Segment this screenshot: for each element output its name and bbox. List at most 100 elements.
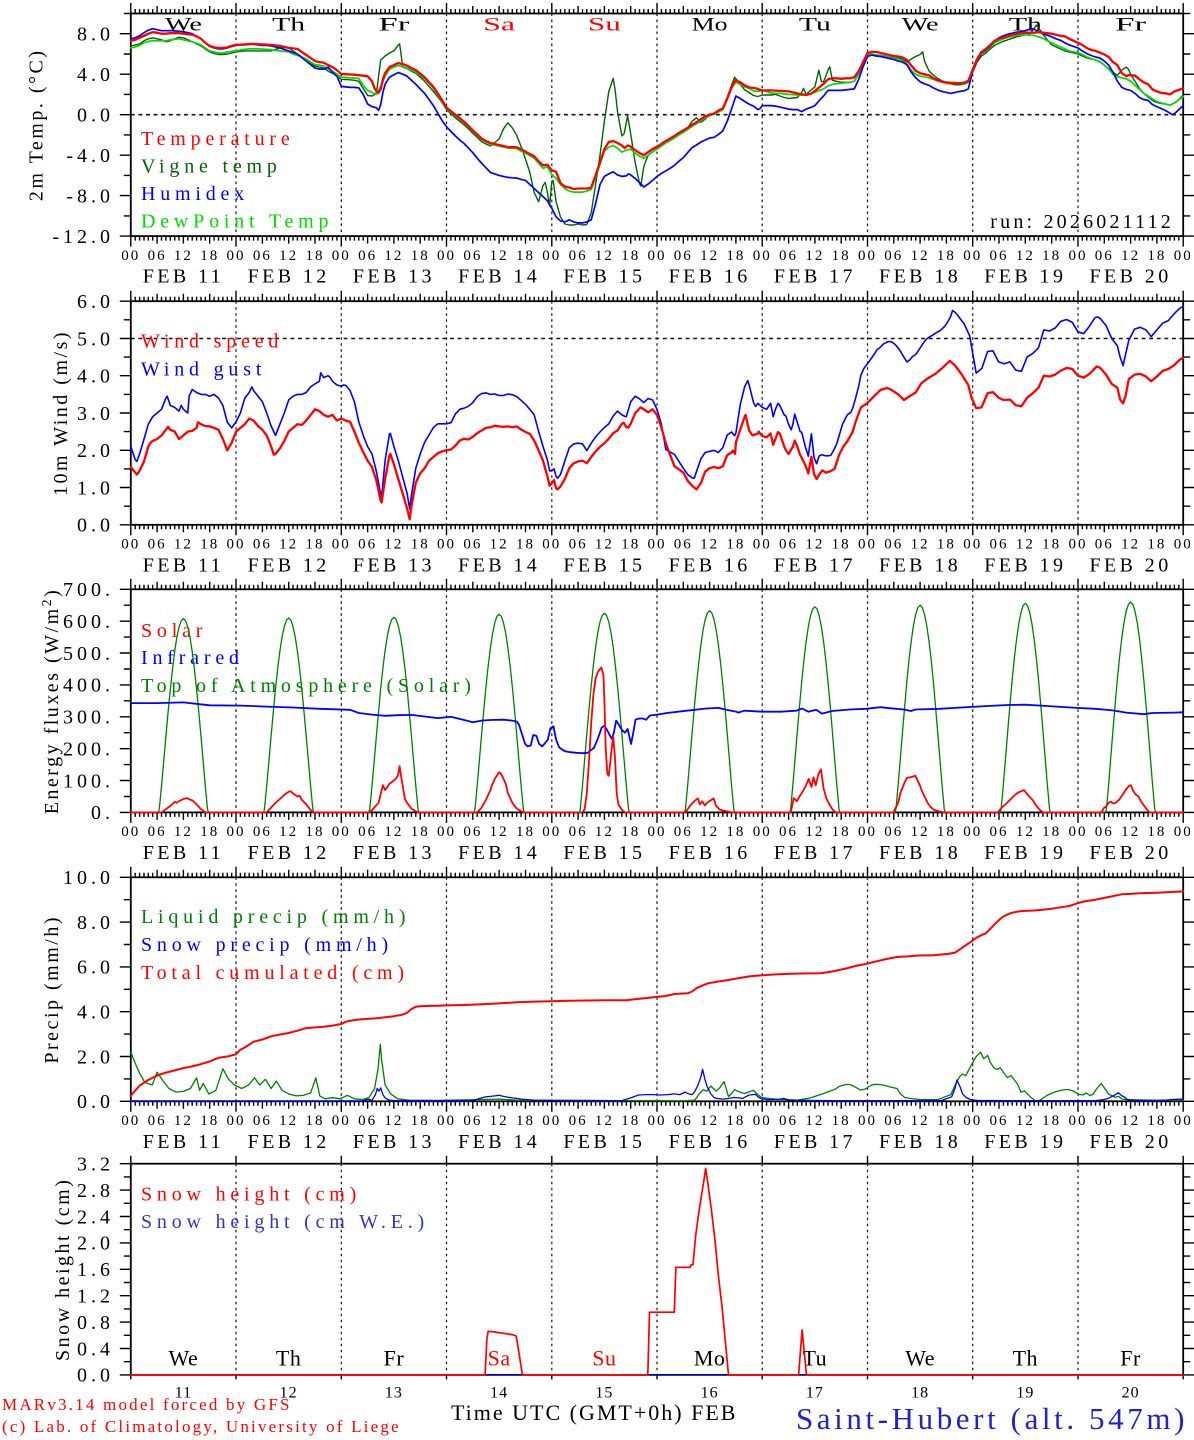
svg-text:12: 12 [1121,248,1140,264]
svg-text:Sa: Sa [483,14,516,35]
svg-text:06: 06 [358,824,377,840]
svg-text:Sa: Sa [488,1346,511,1371]
svg-text:06: 06 [253,824,272,840]
svg-text:18: 18 [411,248,430,264]
svg-text:18: 18 [516,248,535,264]
svg-text:-8.0: -8.0 [66,185,114,207]
svg-text:18: 18 [621,1113,640,1129]
svg-text:16: 16 [701,1385,719,1402]
svg-text:06: 06 [1095,824,1114,840]
svg-text:12: 12 [1121,824,1140,840]
svg-text:14: 14 [490,1385,508,1402]
svg-text:Saint-Hubert (alt. 547m): Saint-Hubert (alt. 547m) [796,1401,1188,1436]
svg-text:06: 06 [779,537,798,553]
svg-text:Liquid precip (mm/h): Liquid precip (mm/h) [141,906,410,928]
svg-text:FEB 16: FEB 16 [669,554,751,576]
svg-text:00: 00 [648,1113,667,1129]
svg-text:12: 12 [1016,824,1035,840]
svg-text:06: 06 [674,248,693,264]
svg-text:18: 18 [411,1113,430,1129]
svg-text:18: 18 [305,824,324,840]
svg-text:18: 18 [200,248,219,264]
svg-text:We: We [905,1346,935,1371]
svg-text:00: 00 [542,248,561,264]
svg-text:13: 13 [385,1385,403,1402]
svg-text:06: 06 [253,1113,272,1129]
svg-text:18: 18 [832,824,851,840]
svg-text:12: 12 [384,1113,403,1129]
svg-text:06: 06 [674,537,693,553]
svg-text:18: 18 [832,1113,851,1129]
svg-text:4.0: 4.0 [77,366,114,388]
svg-text:Fr: Fr [1115,14,1147,35]
svg-text:FEB 14: FEB 14 [458,554,540,576]
svg-text:00: 00 [332,537,351,553]
svg-text:We: We [902,14,939,35]
svg-text:00: 00 [753,824,772,840]
svg-text:12: 12 [1016,537,1035,553]
svg-text:12: 12 [490,537,509,553]
svg-text:12: 12 [700,537,719,553]
svg-text:6.0: 6.0 [77,957,114,979]
svg-text:18: 18 [516,824,535,840]
svg-text:FEB 15: FEB 15 [563,842,645,864]
svg-text:Snow precip (mm/h): Snow precip (mm/h) [141,934,393,956]
svg-text:06: 06 [884,1113,903,1129]
svg-text:12: 12 [174,824,193,840]
svg-text:FEB 17: FEB 17 [774,842,856,864]
svg-text:-12.0: -12.0 [52,226,114,248]
svg-text:12: 12 [911,1113,930,1129]
svg-text:12: 12 [805,1113,824,1129]
svg-text:0.0: 0.0 [77,104,114,126]
svg-text:400.: 400. [63,675,114,697]
svg-text:06: 06 [990,537,1009,553]
svg-text:00: 00 [1068,1113,1087,1129]
svg-text:20: 20 [1122,1385,1140,1402]
svg-text:18: 18 [200,1113,219,1129]
svg-text:00: 00 [1068,824,1087,840]
svg-text:06: 06 [148,1113,167,1129]
svg-text:12: 12 [1121,537,1140,553]
svg-text:06: 06 [779,248,798,264]
svg-text:Mo: Mo [692,14,728,35]
svg-text:18: 18 [937,248,956,264]
svg-text:06: 06 [463,824,482,840]
svg-text:18: 18 [516,537,535,553]
svg-text:0.0: 0.0 [77,1365,114,1387]
svg-text:06: 06 [1095,248,1114,264]
svg-text:00: 00 [1068,537,1087,553]
svg-text:18: 18 [937,537,956,553]
svg-text:00: 00 [753,248,772,264]
svg-text:4.0: 4.0 [77,1002,114,1024]
svg-text:18: 18 [621,824,640,840]
svg-text:Vigne temp: Vigne temp [141,156,282,178]
svg-text:12: 12 [384,537,403,553]
svg-text:Wind speed: Wind speed [141,331,283,353]
svg-text:18: 18 [516,1113,535,1129]
svg-text:06: 06 [569,537,588,553]
svg-text:06: 06 [253,248,272,264]
svg-text:06: 06 [569,248,588,264]
svg-text:00: 00 [332,248,351,264]
svg-text:17: 17 [806,1385,824,1402]
svg-text:18: 18 [200,537,219,553]
svg-text:00: 00 [1174,824,1193,840]
svg-text:12: 12 [174,248,193,264]
svg-text:500.: 500. [63,643,114,665]
svg-text:FEB 13: FEB 13 [353,1131,435,1153]
svg-text:FEB 19: FEB 19 [984,1131,1066,1153]
svg-text:Fr: Fr [1120,1346,1141,1371]
svg-text:2m Temp. (°C): 2m Temp. (°C) [26,48,48,201]
svg-text:10.0: 10.0 [63,867,114,889]
svg-text:FEB 11: FEB 11 [143,842,224,864]
svg-text:00: 00 [753,1113,772,1129]
svg-text:0.8: 0.8 [77,1312,114,1334]
svg-text:(c) Lab. of Climatology, Unive: (c) Lab. of Climatology, University of L… [2,1417,401,1436]
svg-text:15: 15 [595,1385,613,1402]
svg-text:19: 19 [1016,1385,1034,1402]
svg-text:12: 12 [700,824,719,840]
svg-text:FEB 16: FEB 16 [669,1131,751,1153]
svg-text:00: 00 [227,537,246,553]
svg-text:06: 06 [148,248,167,264]
svg-text:FEB 17: FEB 17 [774,554,856,576]
